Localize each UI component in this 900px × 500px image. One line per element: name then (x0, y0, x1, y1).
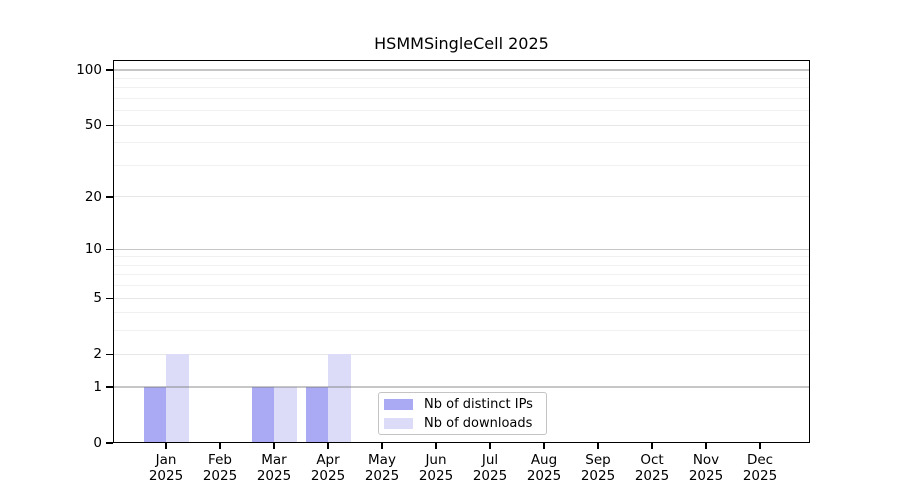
bar-nb-of-distinct-ips-mar (251, 386, 274, 443)
x-tick-sep (597, 443, 599, 449)
gridline-intermediate-2 (113, 353, 810, 355)
y-tick-50 (106, 124, 113, 126)
gridline-decade-1 (113, 386, 810, 388)
gridline-decade-100 (113, 69, 810, 71)
gridline-minor-8 (113, 264, 810, 266)
x-tick-year-oct: 2025 (634, 467, 670, 484)
gridline-minor-4 (113, 312, 810, 314)
x-tick-label-apr: Apr 2025 (300, 452, 356, 484)
x-tick-label-dec: Dec 2025 (732, 452, 788, 484)
x-tick-label-oct: Oct 2025 (624, 452, 680, 484)
y-tick-label-2: 2 (93, 346, 102, 363)
y-tick-label-0: 0 (93, 435, 102, 451)
x-tick-mar (273, 443, 275, 449)
x-tick-jul (489, 443, 491, 449)
legend-label-downloads: Nb of downloads (424, 415, 533, 431)
bar-nb-of-downloads-jan (166, 354, 189, 443)
gridline-intermediate-5 (113, 297, 810, 299)
y-tick-5 (106, 297, 113, 299)
legend-label-distinct-ips: Nb of distinct IPs (424, 396, 533, 412)
x-tick-label-jul: Jul 2025 (462, 452, 518, 484)
x-tick-year-jun: 2025 (418, 467, 454, 484)
x-tick-label-sep: Sep 2025 (570, 452, 626, 484)
gridline-minor-60 (113, 110, 810, 112)
x-tick-year-jul: 2025 (472, 467, 508, 484)
plot-area (113, 60, 810, 443)
x-tick-nov (705, 443, 707, 449)
x-tick-label-mar: Mar 2025 (246, 452, 302, 484)
x-tick-apr (327, 443, 329, 449)
x-tick-aug (543, 443, 545, 449)
gridline-minor-9 (113, 256, 810, 258)
bars-layer (113, 60, 810, 443)
bar-nb-of-downloads-mar (274, 386, 297, 443)
y-tick-label-5: 5 (93, 290, 102, 307)
legend: Nb of distinct IPs Nb of downloads (378, 392, 547, 435)
gridline-minor-6 (113, 285, 810, 287)
gridline-minor-40 (113, 142, 810, 144)
y-tick-label-100: 100 (76, 62, 102, 78)
x-tick-year-feb: 2025 (202, 467, 238, 484)
x-tick-year-mar: 2025 (256, 467, 292, 484)
gridline-minor-90 (113, 77, 810, 79)
gridline-minor-3 (113, 330, 810, 332)
gridline-intermediate-20 (113, 196, 810, 198)
x-tick-jun (435, 443, 437, 449)
gridline-decade-10 (113, 248, 810, 250)
gridline-minor-30 (113, 164, 810, 166)
gridline-minor-70 (113, 97, 810, 99)
legend-item-downloads: Nb of downloads (384, 416, 546, 431)
legend-swatch-distinct-ips (384, 398, 413, 410)
x-tick-oct (651, 443, 653, 449)
y-tick-0 (106, 442, 113, 444)
x-tick-label-may: May 2025 (354, 452, 410, 484)
legend-swatch-downloads (384, 417, 413, 429)
gridlines-minor-layer (113, 60, 810, 443)
bar-nb-of-downloads-apr (328, 354, 351, 443)
y-tick-10 (106, 248, 113, 250)
x-tick-year-jan: 2025 (148, 467, 184, 484)
gridline-intermediate-50 (113, 124, 810, 126)
chart-title: HSMMSingleCell 2025 (374, 34, 549, 53)
x-tick-label-aug: Aug 2025 (516, 452, 572, 484)
bar-nb-of-distinct-ips-apr (305, 386, 328, 443)
gridline-minor-80 (113, 87, 810, 89)
x-tick-feb (219, 443, 221, 449)
y-tick-1 (106, 386, 113, 388)
gridline-minor-7 (113, 274, 810, 276)
y-tick-label-50: 50 (84, 117, 102, 134)
gridlines-decade-layer (113, 60, 810, 443)
x-tick-year-nov: 2025 (688, 467, 724, 484)
y-tick-label-1: 1 (93, 378, 102, 395)
x-tick-year-apr: 2025 (310, 467, 346, 484)
x-tick-dec (759, 443, 761, 449)
legend-item-distinct-ips: Nb of distinct IPs (384, 397, 546, 412)
x-tick-may (381, 443, 383, 449)
y-tick-label-10: 10 (84, 241, 102, 258)
y-tick-100 (106, 69, 113, 71)
x-tick-label-nov: Nov 2025 (678, 452, 734, 484)
y-tick-20 (106, 196, 113, 198)
x-tick-year-sep: 2025 (580, 467, 616, 484)
y-tick-label-20: 20 (84, 188, 102, 205)
x-tick-year-aug: 2025 (526, 467, 562, 484)
x-tick-label-feb: Feb 2025 (192, 452, 248, 484)
x-tick-label-jun: Jun 2025 (408, 452, 464, 484)
bar-nb-of-distinct-ips-jan (143, 386, 166, 443)
y-tick-2 (106, 353, 113, 355)
x-tick-label-jan: Jan 2025 (138, 452, 194, 484)
x-tick-jan (165, 443, 167, 449)
x-tick-year-dec: 2025 (742, 467, 778, 484)
x-tick-year-may: 2025 (364, 467, 400, 484)
